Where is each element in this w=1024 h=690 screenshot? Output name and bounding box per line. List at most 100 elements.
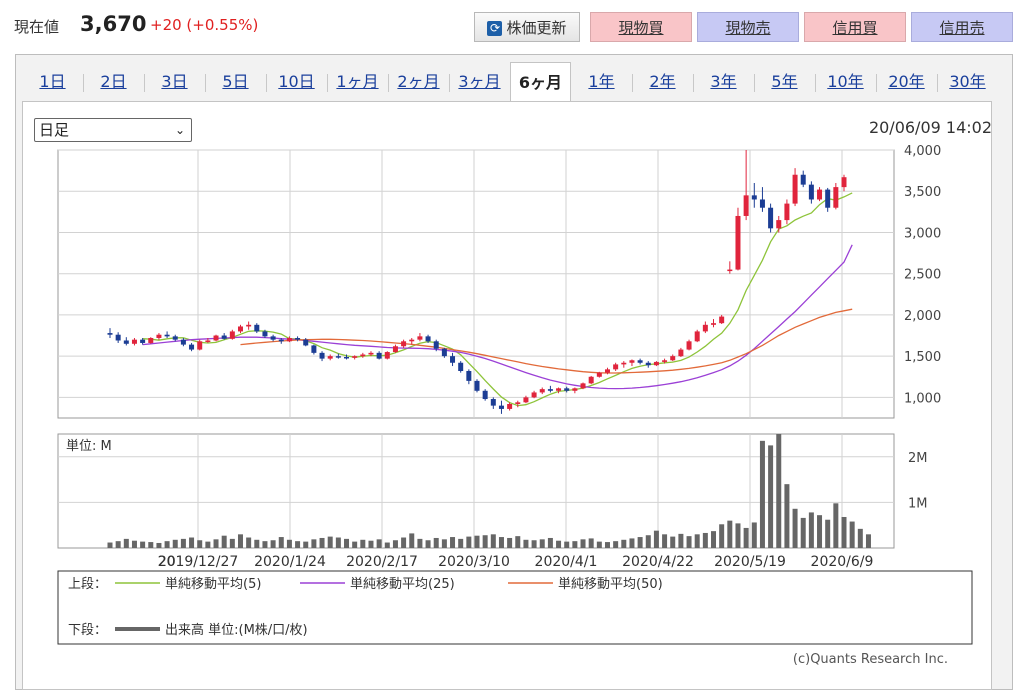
volume-bar: [702, 532, 708, 548]
candle-body: [759, 199, 765, 208]
x-tick-prefix: 20: [158, 554, 176, 570]
refresh-icon: ⟳: [487, 21, 503, 36]
volume-bar: [327, 536, 333, 548]
candle-body: [515, 402, 521, 404]
candle-body: [352, 356, 358, 358]
volume-bar: [613, 541, 619, 548]
tab-6[interactable]: 2ヶ月: [397, 72, 440, 91]
candle-body: [474, 380, 480, 391]
volume-bar: [221, 535, 227, 548]
volume-bar: [629, 538, 635, 548]
tab-2[interactable]: 3日: [161, 72, 188, 91]
candle-body: [189, 344, 195, 350]
volume-bar: [164, 541, 170, 548]
candle-body: [743, 195, 749, 216]
volume-bar: [172, 539, 178, 548]
volume-bar: [384, 542, 390, 548]
chevron-down-icon: ⌄: [174, 123, 185, 137]
tab-0[interactable]: 1日: [39, 72, 66, 91]
volume-bar: [482, 535, 488, 548]
volume-bar: [711, 531, 717, 548]
volume-bar: [719, 524, 725, 548]
tab-5[interactable]: 1ヶ月: [336, 72, 379, 91]
candle-body: [572, 388, 578, 391]
tab-4[interactable]: 10日: [278, 72, 315, 91]
tab-8[interactable]: 6ヶ月: [510, 62, 571, 102]
candle-body: [254, 324, 260, 332]
volume-bar: [727, 520, 733, 548]
volume-bar: [825, 519, 831, 548]
candle-body: [368, 352, 374, 355]
volume-bar: [800, 517, 806, 548]
price-plot-frame: [57, 149, 895, 419]
candle-body: [662, 360, 668, 362]
candle-body: [278, 339, 284, 342]
volume-tick-label: 1M: [908, 496, 928, 511]
margin-buy-button[interactable]: 信用買: [804, 12, 906, 42]
tab-3[interactable]: 5日: [222, 72, 249, 91]
candle-body: [653, 361, 659, 366]
x-tick-label: 2020/2/17: [346, 554, 418, 570]
candle-body: [482, 390, 488, 400]
candle-body: [237, 326, 243, 332]
volume-bar: [735, 523, 741, 548]
tab-9[interactable]: 1年: [588, 72, 615, 91]
candle-body: [547, 389, 553, 391]
x-tick-label: 2020/4/22: [622, 554, 694, 570]
candle-body: [711, 323, 717, 325]
tab-1[interactable]: 2日: [100, 72, 127, 91]
candle-body: [360, 354, 366, 357]
tab-13[interactable]: 10年: [827, 72, 864, 91]
volume-bar: [107, 542, 113, 548]
volume-bar: [776, 434, 782, 548]
volume-bar: [751, 522, 757, 548]
margin-sell-button[interactable]: 信用売: [911, 12, 1013, 42]
volume-bar: [547, 537, 553, 548]
volume-bar: [596, 541, 602, 548]
volume-bar: [229, 538, 235, 548]
candle-body: [498, 405, 504, 409]
candle-body: [556, 388, 562, 391]
tab-10[interactable]: 2年: [649, 72, 676, 91]
volume-bar: [401, 537, 407, 548]
volume-bar: [278, 537, 284, 548]
volume-bar: [450, 537, 456, 548]
tab-14[interactable]: 20年: [888, 72, 925, 91]
tab-separator: [693, 74, 694, 92]
volume-bar: [417, 538, 423, 548]
volume-bar: [686, 536, 692, 548]
spot-buy-button[interactable]: 現物買: [590, 12, 692, 42]
tab-separator: [632, 74, 633, 92]
period-select[interactable]: 日足 ⌄: [34, 118, 192, 142]
volume-bar: [433, 537, 439, 548]
volume-bar: [808, 512, 814, 548]
spot-sell-button[interactable]: 現物売: [697, 12, 799, 42]
volume-bar: [531, 540, 537, 548]
tab-12[interactable]: 5年: [771, 72, 798, 91]
price-tick-label: 3,000: [904, 226, 941, 241]
price-tick-label: 1,000: [904, 391, 941, 406]
candle-body: [458, 362, 464, 371]
volume-bar: [474, 535, 480, 548]
volume-bar: [556, 540, 562, 548]
x-tick-label: 2020/3/10: [438, 554, 510, 570]
volume-bar: [768, 445, 774, 548]
volume-bar: [694, 534, 700, 548]
tab-7[interactable]: 3ヶ月: [458, 72, 501, 91]
volume-bar: [572, 541, 578, 548]
volume-bar: [441, 539, 447, 548]
candle-body: [140, 339, 146, 343]
tab-15[interactable]: 30年: [949, 72, 986, 91]
candle-body: [344, 356, 350, 359]
legend-ma5-label: 単純移動平均(5): [165, 576, 261, 592]
candle-body: [246, 324, 252, 327]
candle-body: [637, 360, 643, 363]
refresh-price-button[interactable]: ⟳ 株価更新: [474, 12, 580, 42]
candle-body: [311, 345, 317, 353]
candle-body: [621, 362, 627, 365]
candle-body: [784, 203, 790, 221]
candle-body: [221, 335, 227, 339]
candle-body: [401, 341, 407, 347]
volume-bar: [604, 542, 610, 548]
tab-11[interactable]: 3年: [710, 72, 737, 91]
